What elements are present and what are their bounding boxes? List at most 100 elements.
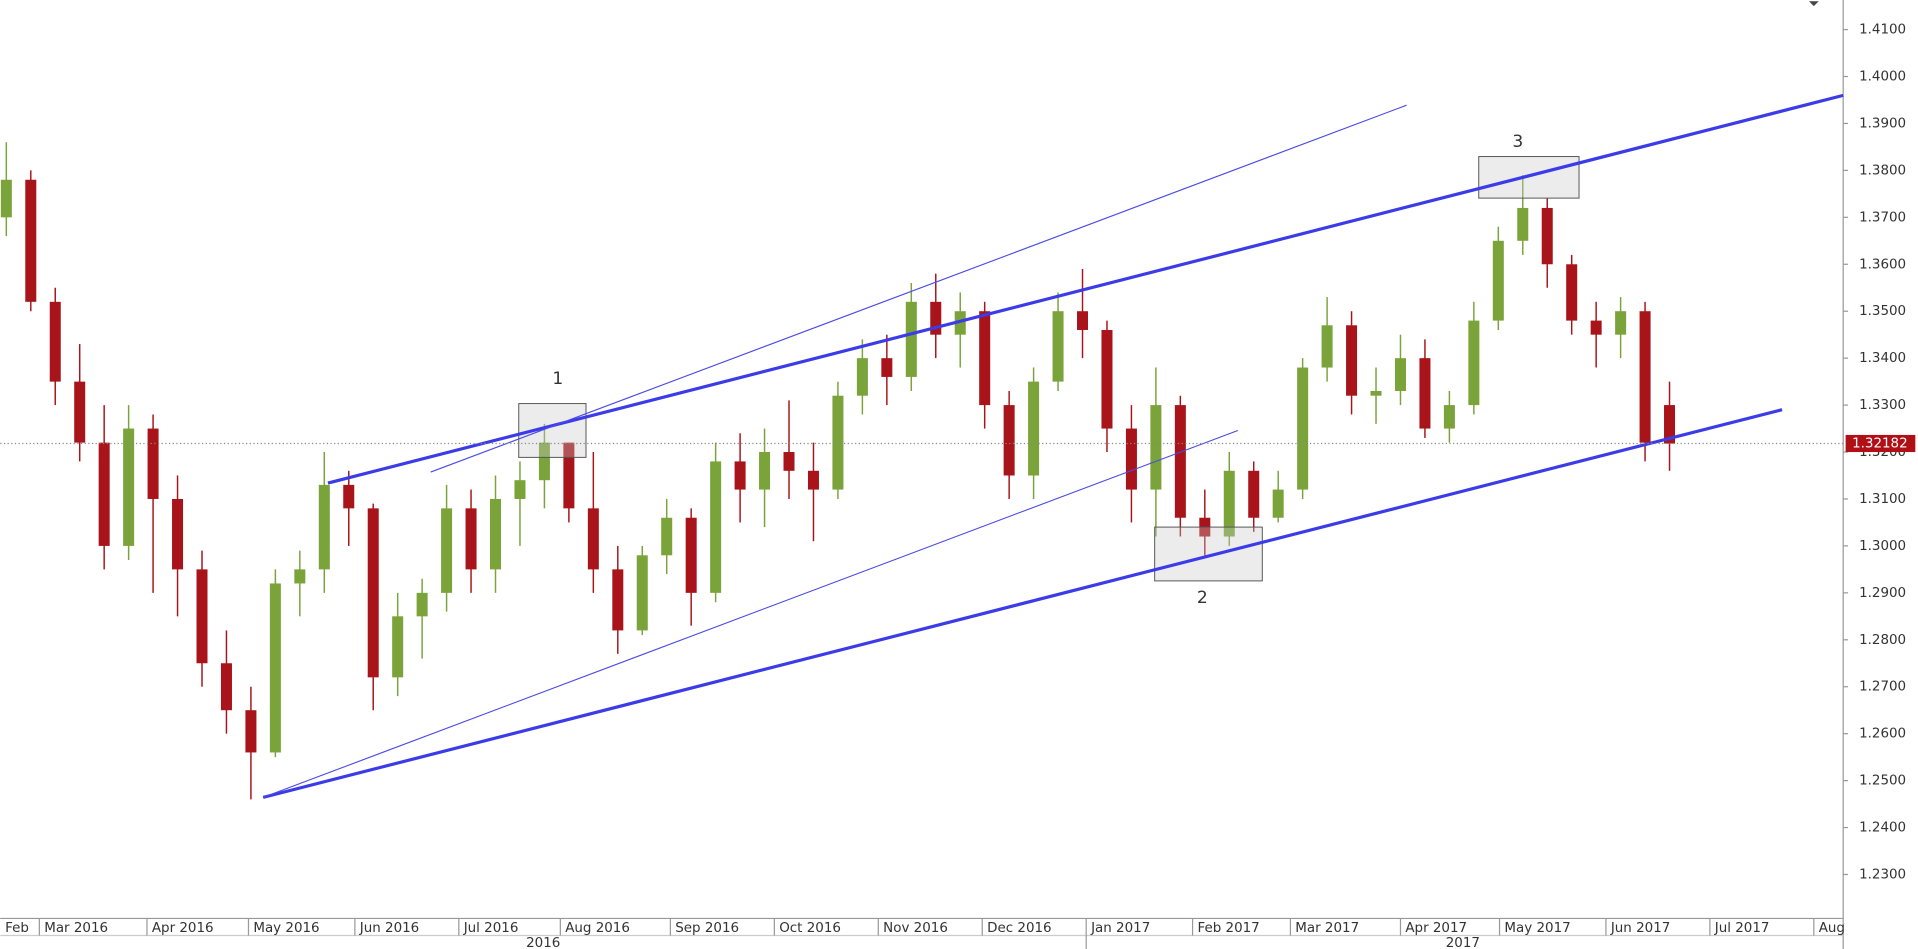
y-tick-label: 1.3800 <box>1859 163 1906 178</box>
candle-body <box>1566 264 1578 321</box>
trend-line <box>262 429 1239 798</box>
candle-body <box>74 381 86 443</box>
y-tick-label: 1.3900 <box>1859 116 1906 131</box>
candle-body <box>538 442 550 481</box>
candle-body <box>1468 320 1480 406</box>
candle-body <box>98 442 110 546</box>
y-tick-label: 1.2400 <box>1859 821 1906 836</box>
candle-body <box>1443 405 1455 429</box>
annotation-label: 2 <box>1197 588 1208 608</box>
candle-body <box>1541 207 1553 265</box>
y-tick-label: 1.3600 <box>1859 257 1906 272</box>
candle-body <box>367 508 379 678</box>
y-tick-label: 1.3700 <box>1859 210 1906 225</box>
candle-body <box>1272 489 1284 518</box>
year-label: 2017 <box>1446 936 1480 949</box>
last-price-label: 1.32182 <box>1852 436 1908 451</box>
y-tick-label: 1.2900 <box>1859 586 1906 601</box>
candle-body <box>1639 311 1651 443</box>
annotations: 1 2 3 <box>262 93 1844 799</box>
y-tick-label: 1.2800 <box>1859 633 1906 648</box>
candle-body <box>514 480 526 499</box>
candle-body <box>269 583 281 753</box>
x-tick-label: Jun 2016 <box>359 921 419 936</box>
candle-body <box>1101 329 1113 429</box>
y-tick-label: 1.2700 <box>1859 680 1906 695</box>
candle-body <box>25 179 37 302</box>
candle-body <box>1419 358 1431 429</box>
candle-body <box>1615 311 1627 335</box>
candle-body <box>661 517 673 556</box>
y-tick-label: 1.3500 <box>1859 304 1906 319</box>
year-label: 2016 <box>526 936 560 949</box>
candle-body <box>856 358 868 396</box>
candle-body <box>807 470 819 490</box>
candle-body <box>905 301 917 377</box>
x-tick-label: Jul 2017 <box>1714 921 1770 936</box>
candle-body <box>343 484 355 509</box>
candle-body <box>196 569 208 664</box>
x-tick-label: Jul 2016 <box>463 921 519 936</box>
last-price-box <box>1845 434 1916 453</box>
candle-body <box>979 311 991 406</box>
candle-body <box>1150 405 1162 490</box>
x-tick-label: Nov 2016 <box>883 921 948 936</box>
trend-line <box>430 104 1407 473</box>
x-tick-label: Aug 2016 <box>565 921 630 936</box>
candle-body <box>1346 325 1358 396</box>
candle-body <box>1370 391 1382 396</box>
candle-body <box>1052 311 1064 382</box>
candle-body <box>881 358 893 377</box>
trend-line <box>262 408 1783 799</box>
candle-body <box>392 616 404 678</box>
x-tick-label: Mar 2016 <box>44 921 108 936</box>
x-tick-label: Aug <box>1819 921 1845 936</box>
candle-body <box>490 498 502 570</box>
x-tick-label: Dec 2016 <box>987 921 1051 936</box>
candle-body <box>1174 405 1186 518</box>
y-tick-label: 1.4000 <box>1859 70 1906 85</box>
x-tick-label: Sep 2016 <box>675 921 739 936</box>
candle-body <box>1394 358 1406 392</box>
candle-body <box>172 498 184 570</box>
candle-body <box>1248 470 1260 518</box>
candle-body <box>0 179 12 218</box>
candle-body <box>1321 325 1333 368</box>
candle-body <box>1028 381 1040 476</box>
x-tick-label: Jan 2017 <box>1090 921 1150 936</box>
candle-body <box>930 301 942 335</box>
candle-body <box>1297 367 1309 490</box>
trend-line <box>327 93 1844 485</box>
candle-body <box>563 442 575 509</box>
candle-body <box>587 508 599 570</box>
candle-body <box>49 301 61 382</box>
candle-body <box>1590 320 1602 335</box>
y-tick-label: 1.2500 <box>1859 774 1906 789</box>
x-tick-label: Apr 2016 <box>152 921 214 936</box>
y-tick-label: 1.3400 <box>1859 351 1906 366</box>
annotation-box <box>1154 526 1263 582</box>
candle-body <box>1003 405 1015 476</box>
candle-body <box>147 428 159 499</box>
candle-body <box>612 569 624 631</box>
candle-body <box>734 461 746 490</box>
annotation-label: 1 <box>552 369 563 389</box>
candle-body <box>245 710 257 753</box>
plot-area <box>0 142 1676 800</box>
x-tick-label: Jun 2017 <box>1610 921 1670 936</box>
y-tick-label: 1.2300 <box>1859 867 1906 882</box>
x-tick-label: Oct 2016 <box>779 921 841 936</box>
candle-body <box>416 592 428 617</box>
x-tick-label: Feb 2017 <box>1197 921 1259 936</box>
annotation-label: 3 <box>1512 132 1523 152</box>
candle-body <box>710 461 722 593</box>
menu-chevron[interactable] <box>1808 1 1819 7</box>
candle-body <box>759 452 771 490</box>
candle-body <box>1517 207 1529 241</box>
y-tick-label: 1.3000 <box>1859 539 1906 554</box>
y-tick-label: 1.3300 <box>1859 398 1906 413</box>
candle-body <box>1223 470 1235 537</box>
